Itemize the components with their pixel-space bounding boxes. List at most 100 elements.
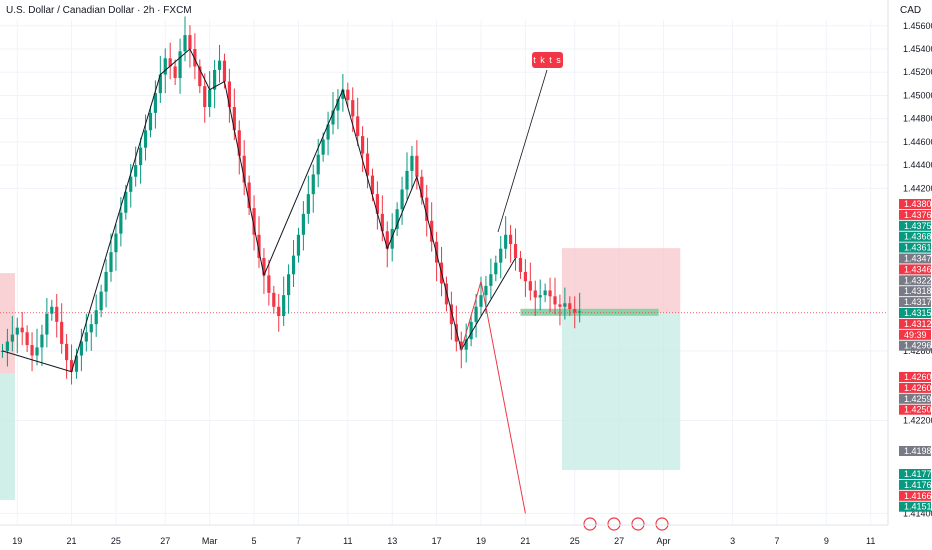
candle-body	[79, 341, 83, 356]
price-tags: 1.438081.437611.437541.436851.436191.434…	[899, 199, 932, 512]
price-tag	[899, 479, 931, 490]
annotation-pointer	[497, 69, 548, 233]
candle-body	[296, 234, 301, 256]
candle-body	[365, 153, 370, 176]
grid-lines	[0, 20, 888, 525]
candle-body	[35, 347, 39, 356]
candle-body	[573, 309, 577, 313]
stop-loss-zone	[561, 248, 681, 313]
candle-body	[124, 191, 128, 213]
price-tag	[899, 242, 931, 253]
candle-body	[143, 130, 148, 148]
candle-body	[454, 324, 458, 342]
candle-body	[242, 155, 246, 183]
annotation-label[interactable]: t k t s	[532, 52, 563, 68]
projection-line	[460, 281, 526, 514]
candle-body	[499, 248, 503, 263]
price-tick-label: 1.45400	[903, 44, 932, 54]
price-tag	[899, 264, 931, 275]
candle-body	[563, 303, 567, 307]
candle-body	[5, 341, 9, 351]
candle-body	[385, 231, 389, 249]
time-tick-label: 21	[67, 536, 77, 546]
time-tick-label: 21	[520, 536, 530, 546]
time-tick-label: 25	[111, 536, 121, 546]
price-tag-label: 1.43128	[904, 319, 932, 329]
price-tag-label: 1.41768	[904, 480, 932, 490]
price-tag-label: 1.42966	[904, 341, 932, 351]
economic-event-icon	[631, 517, 645, 531]
price-tag	[899, 372, 931, 382]
time-tick-label: 25	[570, 536, 580, 546]
time-tick-label: Apr	[657, 536, 671, 546]
price-axis-bg	[888, 0, 932, 550]
symbol-title[interactable]: U.S. Dollar / Canadian Dollar · 2h · FXC…	[6, 5, 192, 16]
candle-body	[272, 292, 276, 307]
time-tick-label: 9	[824, 536, 829, 546]
time-tick-label: 19	[476, 536, 486, 546]
zigzag-path	[2, 48, 516, 373]
candle-body	[114, 233, 118, 253]
price-tag	[899, 220, 931, 231]
position-zones[interactable]	[0, 248, 888, 500]
candle-body	[193, 49, 197, 67]
candle-body	[163, 58, 167, 75]
candle-body	[578, 311, 582, 313]
price-tick-label: 1.44400	[903, 160, 932, 170]
candle-body	[509, 234, 513, 245]
price-axis[interactable]: 1.45600 1.45400 1.45200 1.45000 1.44800 1.446…	[887, 0, 932, 550]
price-tag-label: 1.41773	[904, 469, 932, 479]
price-tag	[899, 286, 931, 297]
time-tick-label: 19	[12, 536, 22, 546]
candle-body	[361, 136, 365, 154]
price-tick-label: 1.45200	[903, 67, 932, 77]
price-tag	[899, 318, 931, 329]
candle-body	[15, 327, 19, 335]
price-tick-label: 1.44800	[903, 114, 932, 124]
candle-body	[213, 69, 217, 90]
candle-body	[287, 274, 291, 296]
price-tag	[899, 253, 931, 264]
candle-body	[380, 213, 384, 232]
candle-body	[543, 290, 547, 296]
candle-body	[494, 262, 498, 275]
candle-body	[30, 345, 34, 356]
candle-body	[449, 304, 453, 325]
price-tag	[899, 275, 931, 286]
candle-body	[415, 155, 419, 177]
price-tag	[899, 231, 931, 242]
candle-body	[158, 74, 162, 94]
time-tick-label: 11	[866, 536, 875, 546]
candle-body	[533, 290, 537, 298]
price-tag-label: 1.43465	[904, 264, 932, 274]
price-tick-label: 1.42800	[903, 346, 932, 356]
price-tick-label: 1.44200	[903, 183, 932, 193]
candle-body	[464, 339, 468, 350]
candle-body	[262, 257, 266, 276]
candle-body	[65, 343, 69, 361]
price-tag	[899, 501, 931, 512]
price-tag	[899, 329, 931, 340]
candle-body	[257, 234, 261, 258]
candle-body	[129, 176, 133, 192]
economic-event-icon	[583, 517, 597, 531]
candle-body	[336, 98, 340, 111]
candle-body	[430, 220, 434, 242]
candle-body	[227, 81, 231, 108]
candle-body	[208, 89, 212, 108]
price-tag	[899, 446, 931, 456]
candle-body	[222, 60, 227, 82]
candle-body	[10, 334, 14, 342]
time-tick-label: 27	[614, 536, 624, 546]
left-target-zone	[0, 373, 15, 500]
time-axis[interactable]: 19 21 25 27 Mar 5 7 11 13 17 19 21 25 27 Apr 3 7 9 11	[0, 524, 888, 546]
candle-body	[326, 124, 330, 140]
time-tick-label: 7	[296, 536, 301, 546]
price-tag-label: 1.42602	[904, 383, 932, 393]
candle-body	[277, 306, 281, 317]
candle-body	[69, 360, 74, 372]
price-tag-label: 1.43172	[904, 297, 932, 307]
